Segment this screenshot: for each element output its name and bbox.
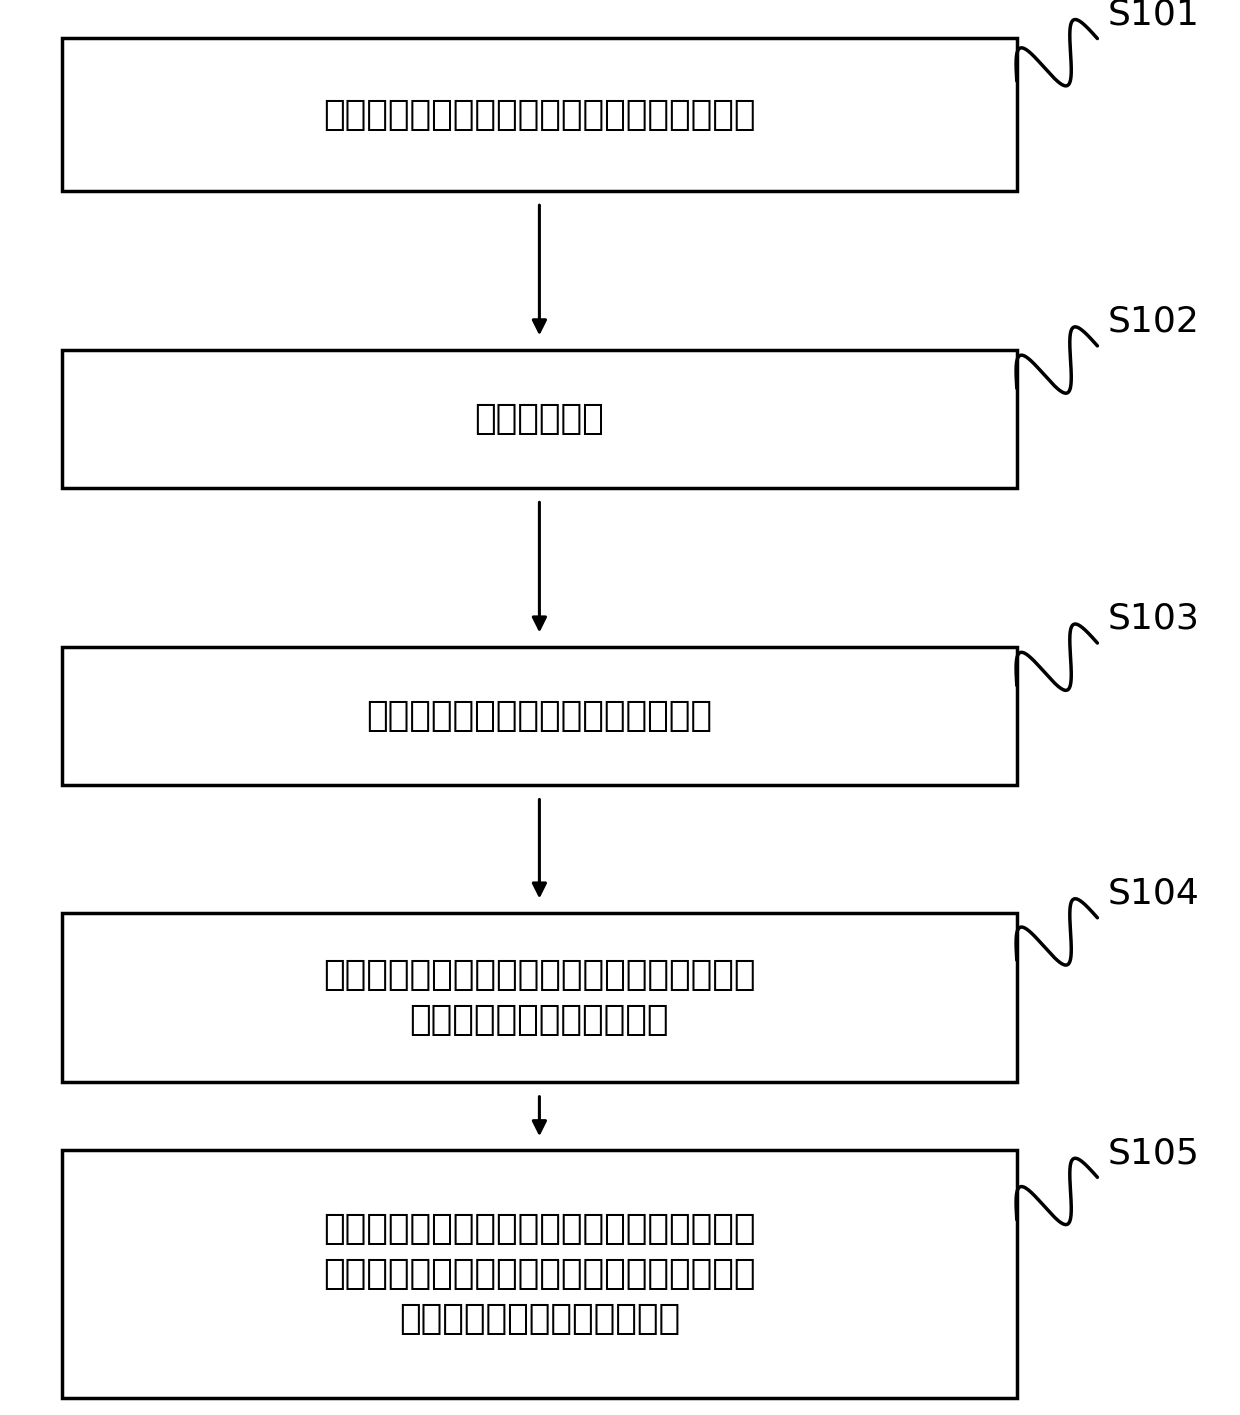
Text: 预先设定各充电模式分别对应的最高充电电压: 预先设定各充电模式分别对应的最高充电电压: [324, 98, 755, 132]
Text: S102: S102: [1107, 304, 1199, 338]
Bar: [62, 350, 1017, 488]
Text: 检测动力电池的温度信息及电压信息: 检测动力电池的温度信息及电压信息: [366, 699, 713, 733]
Text: S104: S104: [1107, 877, 1199, 911]
Text: S105: S105: [1107, 1136, 1199, 1170]
Text: S101: S101: [1107, 0, 1199, 31]
Bar: [62, 913, 1017, 1082]
Bar: [62, 38, 1017, 191]
Text: 选择充电模式: 选择充电模式: [475, 402, 604, 436]
Text: S103: S103: [1107, 601, 1199, 635]
Text: 在所选的充电模式下，根据动力电池的温度信
息、电压信息确定充电电流: 在所选的充电模式下，根据动力电池的温度信 息、电压信息确定充电电流: [324, 958, 755, 1037]
Bar: [62, 647, 1017, 785]
Text: 计算长里程充电至充满的次数，若长里程充电
至充满的次数达到预设的长里程充电次数阈値
时，禁止进入长里程充电模式: 计算长里程充电至充满的次数，若长里程充电 至充满的次数达到预设的长里程充电次数阈…: [324, 1213, 755, 1336]
Bar: [62, 1150, 1017, 1398]
